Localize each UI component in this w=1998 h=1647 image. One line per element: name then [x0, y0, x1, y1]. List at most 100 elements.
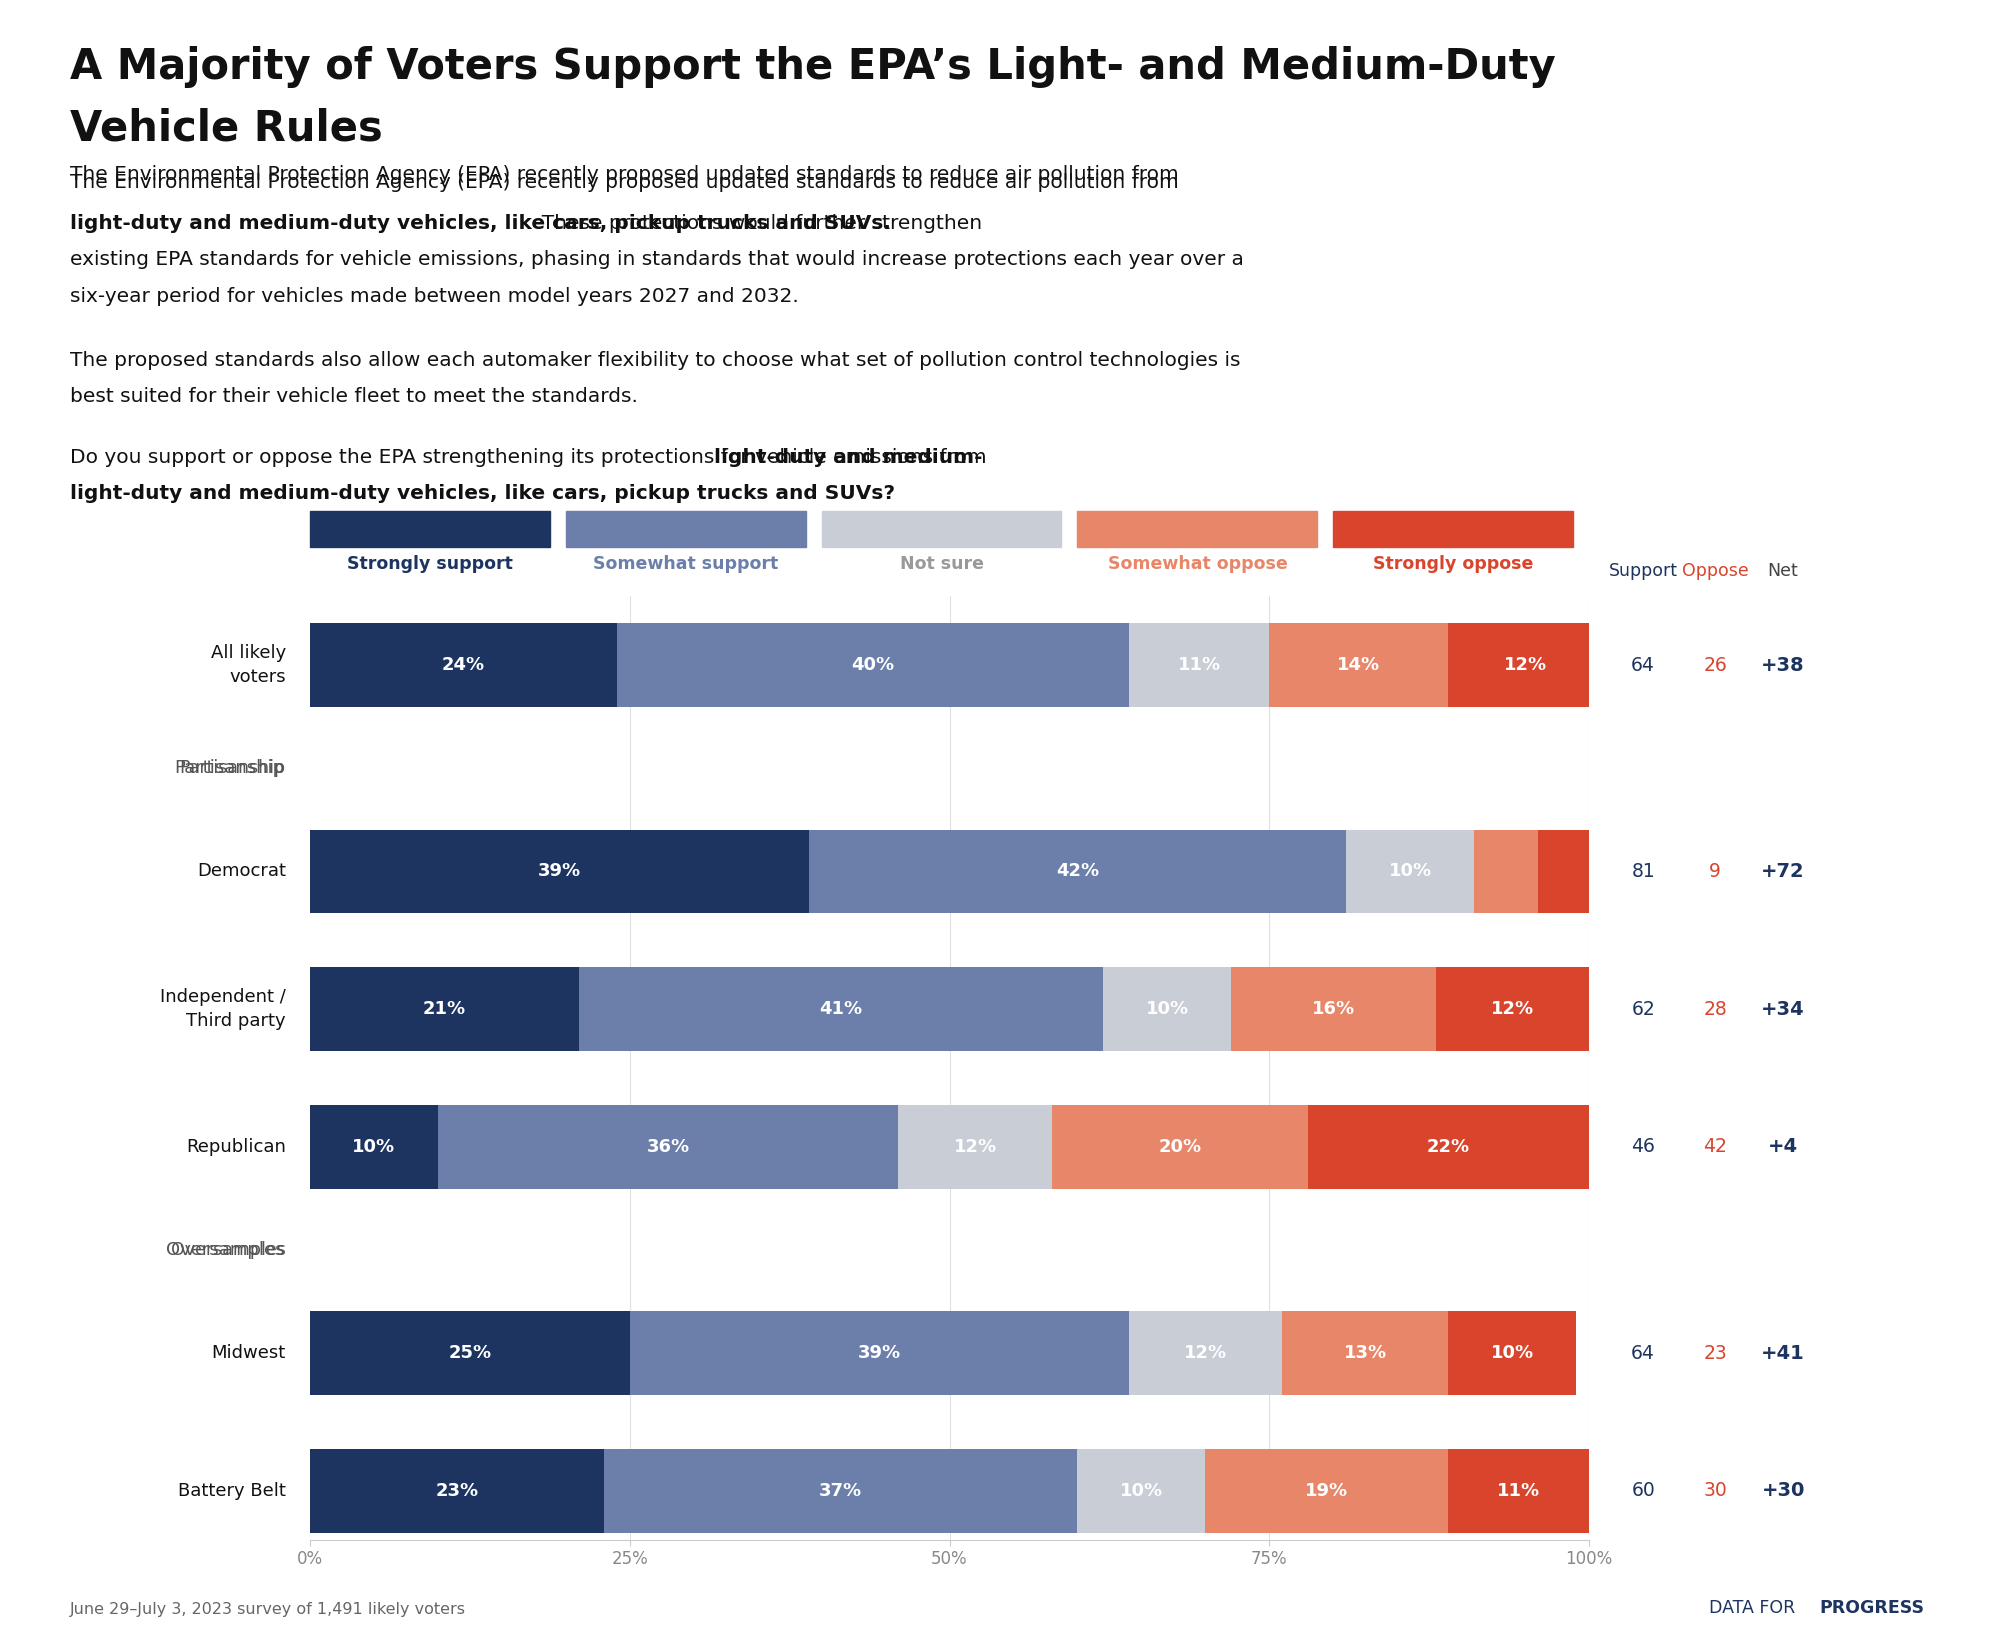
Bar: [1269, 623, 1449, 707]
Text: 10%: 10%: [1491, 1344, 1532, 1362]
Text: Democrat: Democrat: [196, 863, 286, 881]
Text: Battery Belt: Battery Belt: [178, 1482, 286, 1500]
Bar: [310, 830, 809, 912]
Text: light-duty and medium-duty vehicles, like cars, pickup trucks and SUVs.: light-duty and medium-duty vehicles, lik…: [70, 214, 891, 234]
Text: 39%: 39%: [537, 863, 581, 881]
Text: 21%: 21%: [422, 1000, 466, 1018]
Bar: [1473, 830, 1536, 912]
Text: 42%: 42%: [1055, 863, 1099, 881]
Bar: [1077, 1449, 1205, 1533]
Text: Vehicle Rules: Vehicle Rules: [70, 107, 382, 150]
Bar: [310, 967, 577, 1051]
Text: 46: 46: [1630, 1136, 1654, 1156]
Bar: [629, 1311, 1129, 1395]
Bar: [1449, 1311, 1576, 1395]
Text: DATA FOR: DATA FOR: [1708, 1599, 1800, 1617]
Text: These protections would further strengthen: These protections would further strength…: [70, 214, 981, 234]
Bar: [1536, 830, 1588, 912]
Text: +38: +38: [1760, 656, 1804, 675]
Text: 14%: 14%: [1337, 656, 1381, 674]
Bar: [1281, 1311, 1449, 1395]
Text: 9: 9: [1708, 861, 1720, 881]
Text: 24%: 24%: [442, 656, 486, 674]
Text: 12%: 12%: [1491, 1000, 1532, 1018]
Bar: [577, 967, 1103, 1051]
Bar: [1449, 1449, 1588, 1533]
Text: 10%: 10%: [1389, 863, 1431, 881]
Text: June 29–July 3, 2023 survey of 1,491 likely voters: June 29–July 3, 2023 survey of 1,491 lik…: [70, 1603, 466, 1617]
Text: existing EPA standards for vehicle emissions, phasing in standards that would in: existing EPA standards for vehicle emiss…: [70, 250, 1243, 270]
Bar: [310, 1105, 438, 1189]
Bar: [1307, 1105, 1588, 1189]
Text: Oversamples: Oversamples: [166, 1240, 284, 1258]
Text: Partisanship: Partisanship: [180, 759, 286, 777]
Text: best suited for their vehicle fleet to meet the standards.: best suited for their vehicle fleet to m…: [70, 387, 637, 407]
Text: 20%: 20%: [1157, 1138, 1201, 1156]
Text: +72: +72: [1760, 861, 1804, 881]
Bar: [1435, 967, 1588, 1051]
Text: Republican: Republican: [186, 1138, 286, 1156]
Text: 22%: 22%: [1427, 1138, 1469, 1156]
Text: Oversamples: Oversamples: [172, 1240, 286, 1258]
Bar: [1129, 1311, 1281, 1395]
Text: 62: 62: [1630, 1000, 1654, 1018]
Bar: [1205, 1449, 1449, 1533]
Bar: [809, 830, 1345, 912]
Text: 12%: 12%: [953, 1138, 997, 1156]
Bar: [310, 1449, 603, 1533]
Text: Net: Net: [1766, 562, 1798, 580]
Text: 39%: 39%: [857, 1344, 901, 1362]
Text: Somewhat support: Somewhat support: [593, 555, 777, 573]
Text: 36%: 36%: [645, 1138, 689, 1156]
Text: 42: 42: [1702, 1136, 1726, 1156]
Text: A Majority of Voters Support the EPA’s Light- and Medium-Duty: A Majority of Voters Support the EPA’s L…: [70, 46, 1554, 89]
Text: 16%: 16%: [1311, 1000, 1355, 1018]
Text: 12%: 12%: [1502, 656, 1546, 674]
Text: The Environmental Protection Agency (EPA) recently proposed updated standards to: The Environmental Protection Agency (EPA…: [70, 173, 1185, 193]
Bar: [1103, 967, 1231, 1051]
Bar: [1345, 830, 1473, 912]
Bar: [1129, 623, 1269, 707]
Text: All likely
voters: All likely voters: [210, 644, 286, 685]
Text: 64: 64: [1630, 1344, 1654, 1362]
Text: 25%: 25%: [448, 1344, 492, 1362]
Text: Not sure: Not sure: [899, 555, 983, 573]
Text: 19%: 19%: [1305, 1482, 1349, 1500]
Text: +30: +30: [1760, 1481, 1804, 1500]
Text: 64: 64: [1630, 656, 1654, 675]
Text: Somewhat oppose: Somewhat oppose: [1107, 555, 1287, 573]
Text: 40%: 40%: [851, 656, 893, 674]
Text: light-duty and medium-: light-duty and medium-: [70, 448, 981, 468]
Text: 26: 26: [1702, 656, 1726, 675]
Text: 13%: 13%: [1343, 1344, 1387, 1362]
Text: 10%: 10%: [1119, 1482, 1163, 1500]
Bar: [310, 1311, 629, 1395]
Text: Do you support or oppose the EPA strengthening its protections for vehicle emiss: Do you support or oppose the EPA strengt…: [70, 448, 993, 468]
Text: light-duty and medium-duty vehicles, like cars, pickup trucks and SUVs?: light-duty and medium-duty vehicles, lik…: [70, 484, 895, 504]
Text: The proposed standards also allow each automaker flexibility to choose what set : The proposed standards also allow each a…: [70, 351, 1241, 371]
Text: Oppose: Oppose: [1680, 562, 1748, 580]
Text: Independent /
Third party: Independent / Third party: [160, 988, 286, 1029]
Text: The Environmental Protection Agency (EPA) recently proposed updated standards to: The Environmental Protection Agency (EPA…: [70, 165, 1185, 184]
Text: 30: 30: [1702, 1481, 1726, 1500]
Bar: [438, 1105, 897, 1189]
Text: Midwest: Midwest: [212, 1344, 286, 1362]
Text: 81: 81: [1630, 861, 1654, 881]
Bar: [1051, 1105, 1307, 1189]
Text: 28: 28: [1702, 1000, 1726, 1018]
Bar: [897, 1105, 1051, 1189]
Text: 11%: 11%: [1177, 656, 1221, 674]
Bar: [603, 1449, 1077, 1533]
Text: Support: Support: [1608, 562, 1676, 580]
Text: 10%: 10%: [1145, 1000, 1189, 1018]
Text: 37%: 37%: [819, 1482, 861, 1500]
Text: Strongly oppose: Strongly oppose: [1373, 555, 1532, 573]
Text: 10%: 10%: [352, 1138, 396, 1156]
Bar: [1231, 967, 1435, 1051]
Text: 12%: 12%: [1183, 1344, 1227, 1362]
Text: Partisanship: Partisanship: [174, 759, 284, 777]
Bar: [617, 623, 1129, 707]
Text: 23%: 23%: [436, 1482, 478, 1500]
Text: 23: 23: [1702, 1344, 1726, 1362]
Text: +41: +41: [1760, 1344, 1804, 1362]
